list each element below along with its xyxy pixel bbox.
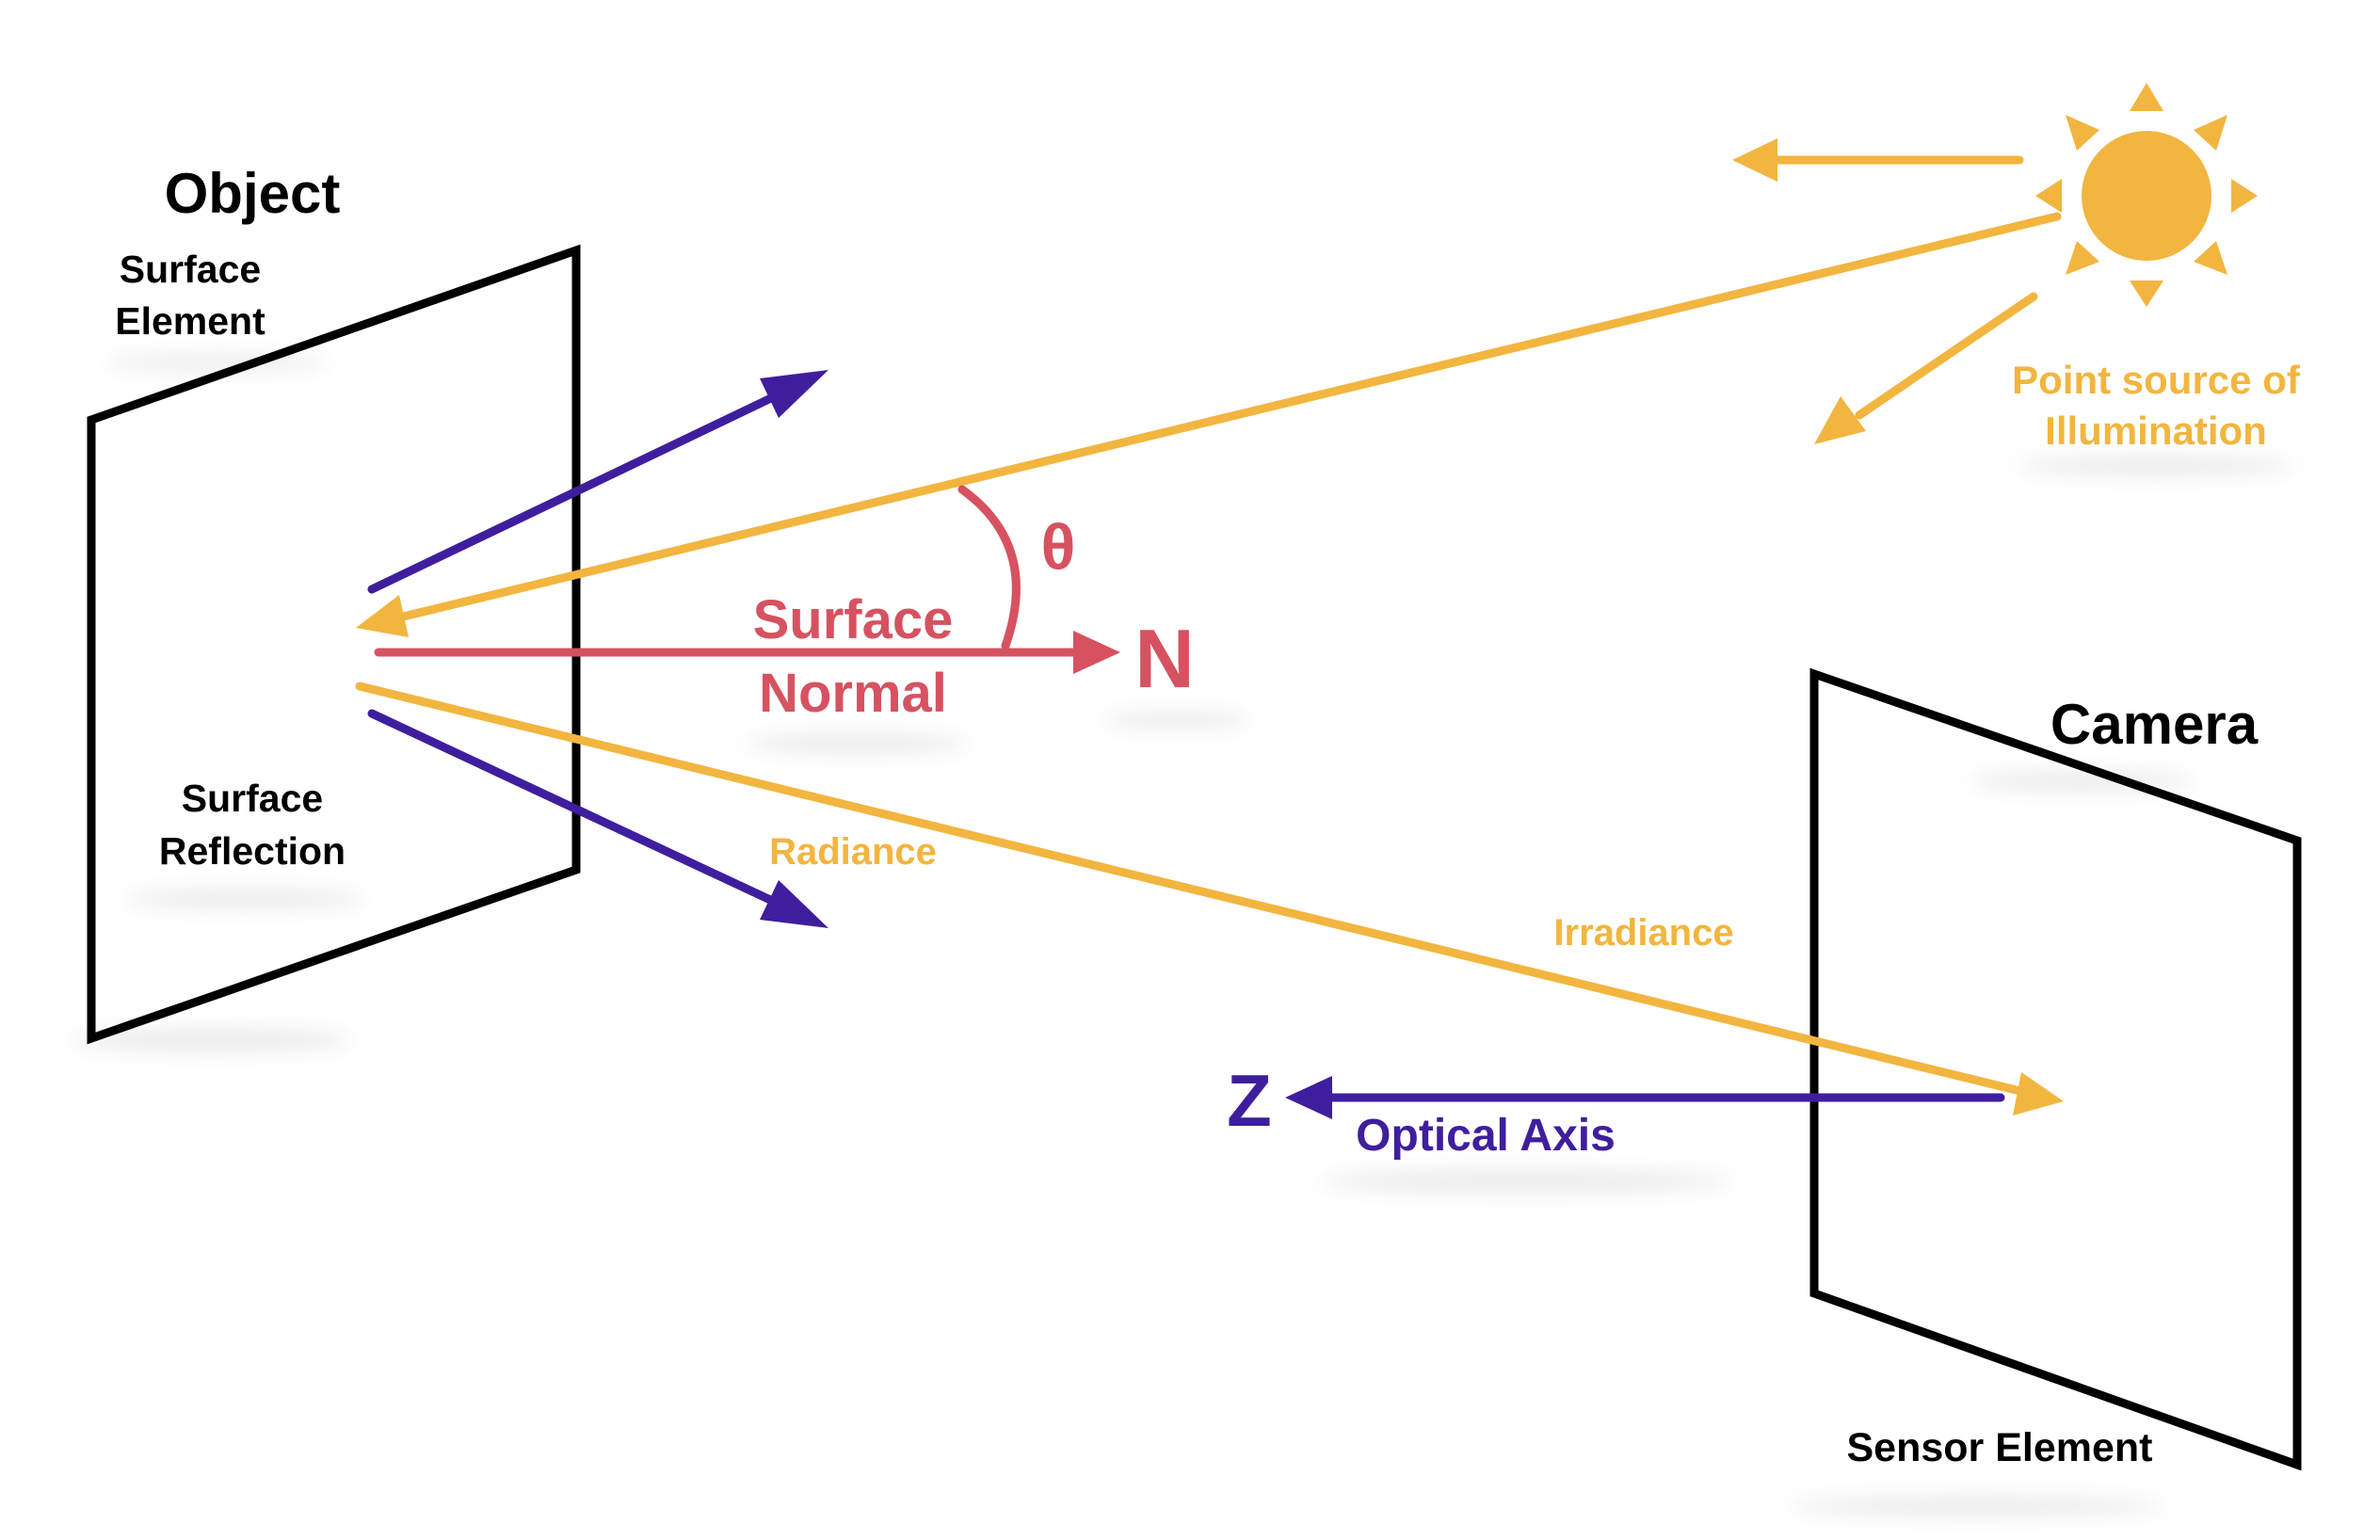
reflection-arrow-down — [367, 709, 801, 917]
point-source-label-line1: Point source of — [2012, 358, 2301, 402]
optical-axis-label: Optical Axis — [1356, 1111, 1616, 1161]
camera-label: Camera — [2050, 693, 2259, 756]
sun-icon — [2035, 83, 2258, 307]
surface-reflection-arrows — [367, 370, 828, 928]
sun-ray-down — [1855, 292, 2038, 420]
surface-normal-arrow — [374, 485, 1120, 674]
reflection-arrowhead-up — [760, 370, 828, 418]
incident-arrowhead — [356, 595, 409, 637]
sun-ray-down-arrowhead — [1814, 396, 1866, 444]
normal-symbol-label: N — [1134, 612, 1195, 705]
normal-arrowhead — [1073, 631, 1120, 674]
surface-reflection-label-line1: Surface — [182, 777, 323, 820]
point-source-label-line2: Illumination — [2045, 409, 2267, 453]
irradiance-arrowhead — [2013, 1072, 2064, 1115]
optical-axis-arrowhead — [1285, 1076, 1332, 1119]
surface-element-label-line1: Surface — [120, 248, 261, 291]
theta-angle-arc — [957, 485, 1021, 650]
z-symbol-label: Z — [1227, 1059, 1272, 1142]
object-label: Object — [165, 162, 341, 225]
incident-ray — [391, 212, 2062, 623]
irradiance-ray — [355, 682, 2029, 1097]
irradiance-label: Irradiance — [1553, 912, 1733, 954]
sensor-element-label: Sensor Element — [1847, 1425, 2153, 1470]
shadows — [71, 353, 2297, 1517]
surface-reflection-label-line2: Reflection — [159, 829, 346, 873]
object-surface-plane — [87, 244, 581, 1045]
optical-axis-arrow — [1285, 1076, 2005, 1119]
radiance-label: Radiance — [769, 831, 937, 873]
surface-normal-label-line1: Surface — [753, 589, 954, 650]
camera-sensor-plane — [1809, 667, 2302, 1471]
illumination-rays — [355, 138, 2064, 1115]
reflection-arrow-up — [367, 381, 801, 594]
reflection-arrowhead-down — [760, 880, 828, 928]
surface-element-label-line2: Element — [115, 299, 265, 343]
theta-label: θ — [1041, 511, 1076, 583]
sun-ray-left-arrowhead — [1732, 138, 1777, 182]
surface-normal-label-line2: Normal — [759, 663, 947, 724]
